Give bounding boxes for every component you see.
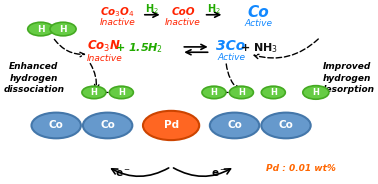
Text: Co: Co	[227, 121, 242, 130]
Text: Co: Co	[49, 121, 64, 130]
Text: + 1.5H$_2$: + 1.5H$_2$	[115, 41, 163, 55]
Text: hydrogen: hydrogen	[322, 74, 371, 83]
Text: Inactive: Inactive	[99, 18, 135, 27]
Circle shape	[83, 113, 132, 138]
Text: Co$_3$O$_4$: Co$_3$O$_4$	[100, 5, 135, 19]
Text: CoO: CoO	[171, 7, 195, 17]
Circle shape	[31, 113, 81, 138]
Circle shape	[210, 113, 259, 138]
Text: Active: Active	[217, 54, 245, 62]
Text: Pd: Pd	[164, 121, 179, 130]
Text: desorption: desorption	[319, 85, 374, 94]
Circle shape	[261, 113, 311, 138]
Text: H: H	[211, 88, 217, 97]
Circle shape	[261, 86, 285, 99]
Text: Improved: Improved	[322, 62, 371, 71]
Text: + NH$_3$: + NH$_3$	[240, 41, 277, 55]
Text: Pd : 0.01 wt%: Pd : 0.01 wt%	[266, 164, 336, 173]
Text: H$_2$: H$_2$	[207, 3, 220, 16]
Circle shape	[229, 86, 253, 99]
Circle shape	[143, 111, 199, 140]
Text: 3Co: 3Co	[217, 39, 246, 53]
Text: H: H	[90, 88, 98, 97]
Text: Co: Co	[100, 121, 115, 130]
Circle shape	[50, 22, 76, 36]
Text: e$^-$: e$^-$	[211, 168, 227, 179]
Circle shape	[109, 86, 133, 99]
Text: H: H	[118, 88, 125, 97]
Circle shape	[82, 86, 106, 99]
Text: Enhanced: Enhanced	[9, 62, 59, 71]
Text: H: H	[270, 88, 277, 97]
Circle shape	[28, 22, 54, 36]
Text: Co: Co	[248, 5, 270, 20]
Text: Co$_3$N: Co$_3$N	[87, 39, 121, 54]
Text: Co: Co	[279, 121, 293, 130]
Text: Active: Active	[245, 19, 273, 28]
Text: hydrogen: hydrogen	[10, 74, 58, 83]
Text: H: H	[59, 24, 67, 33]
Text: H: H	[37, 24, 45, 33]
Text: Inactive: Inactive	[165, 18, 201, 27]
Text: e$^-$: e$^-$	[115, 168, 131, 179]
Circle shape	[303, 86, 329, 99]
Text: dissociation: dissociation	[3, 85, 64, 94]
Text: H: H	[238, 88, 245, 97]
Circle shape	[202, 86, 226, 99]
Text: H$_2$: H$_2$	[145, 3, 159, 16]
Text: Inactive: Inactive	[86, 54, 122, 63]
Text: H: H	[312, 88, 319, 97]
